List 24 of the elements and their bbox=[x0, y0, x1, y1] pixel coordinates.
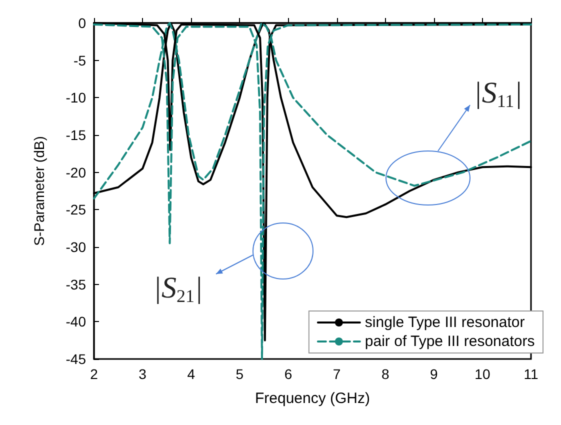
y-axis-title: S-Parameter (dB) bbox=[31, 136, 47, 246]
x-tick-label: 7 bbox=[332, 366, 341, 382]
x-tick-label: 11 bbox=[524, 366, 538, 382]
x-tick-label: 2 bbox=[90, 366, 98, 382]
y-tick-label: -25 bbox=[66, 202, 86, 218]
x-tick-label: 3 bbox=[138, 366, 147, 382]
x-axis-title: Frequency (GHz) bbox=[254, 390, 370, 407]
x-tick-label: 4 bbox=[187, 366, 196, 382]
x-tick-label: 6 bbox=[284, 366, 292, 382]
y-tick-label: -20 bbox=[66, 164, 86, 180]
legend-label: single Type III resonator bbox=[364, 314, 525, 331]
y-tick-label: -30 bbox=[66, 239, 86, 255]
y-tick-label: 0 bbox=[78, 15, 86, 31]
y-tick-label: -5 bbox=[74, 52, 86, 68]
y-tick-label: -35 bbox=[66, 276, 86, 292]
x-tick-label: 5 bbox=[236, 366, 244, 382]
y-tick-label: -15 bbox=[66, 127, 86, 143]
y-tick-label: -10 bbox=[66, 90, 86, 106]
x-tick-label: 8 bbox=[381, 366, 390, 382]
x-tick-label: 10 bbox=[474, 366, 490, 382]
legend-label: pair of Type III resonators bbox=[364, 333, 535, 350]
y-tick-label: -40 bbox=[66, 314, 86, 330]
x-tick-label: 9 bbox=[430, 366, 438, 382]
y-tick-label: -45 bbox=[66, 351, 86, 367]
